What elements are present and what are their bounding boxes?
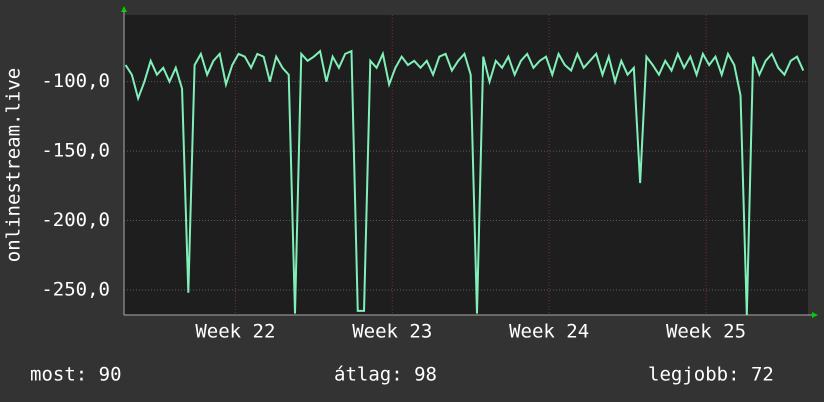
y-tick-label: -200,0 <box>41 209 110 231</box>
y-tick-label: -250,0 <box>41 279 110 301</box>
y-tick-label: -100,0 <box>41 70 110 92</box>
stat-label: átlag: 98 <box>334 364 437 386</box>
x-arrow <box>812 312 818 318</box>
stat-label: legjobb: 72 <box>648 364 774 386</box>
stat-label: most: 90 <box>30 364 122 386</box>
x-tick-label: Week 22 <box>195 321 275 343</box>
y-tick-label: -150,0 <box>41 140 110 162</box>
x-tick-label: Week 25 <box>666 321 746 343</box>
x-tick-label: Week 23 <box>352 321 432 343</box>
y-axis-label: onlinestream.live <box>3 68 25 262</box>
x-tick-label: Week 24 <box>509 321 589 343</box>
data-line <box>124 49 805 316</box>
y-arrow <box>121 6 127 12</box>
